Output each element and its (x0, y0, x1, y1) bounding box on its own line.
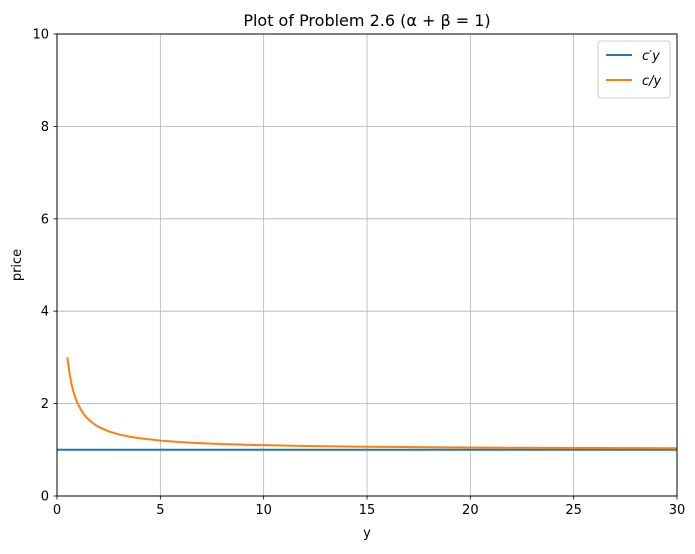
legend-label: c/y (642, 74, 662, 89)
legend-label: c′y (642, 49, 660, 64)
y-tick-label: 4 (41, 305, 49, 320)
y-axis-label: price (10, 249, 25, 281)
y-tick-label: 10 (32, 28, 49, 43)
legend: c′y c/y (597, 40, 671, 99)
x-tick-label: 10 (255, 503, 272, 518)
x-tick-label: 5 (156, 503, 164, 518)
y-tick-label: 6 (41, 212, 49, 227)
y-tick-label: 2 (41, 397, 49, 412)
x-tick-label: 20 (462, 503, 479, 518)
series-layer (57, 357, 677, 451)
x-axis-label: y (363, 526, 371, 541)
chart-title: Plot of Problem 2.6 (α + β = 1) (243, 11, 490, 30)
axis-ticks: 0 5 10 15 20 25 30 0 2 4 6 8 10 (32, 28, 685, 519)
y-tick-label: 8 (41, 120, 49, 135)
x-tick-label: 0 (53, 503, 61, 518)
x-tick-label: 30 (669, 503, 686, 518)
y-tick-label: 0 (41, 490, 49, 505)
x-tick-label: 25 (565, 503, 582, 518)
series-line-average-cost (66, 357, 677, 450)
x-tick-label: 15 (359, 503, 376, 518)
